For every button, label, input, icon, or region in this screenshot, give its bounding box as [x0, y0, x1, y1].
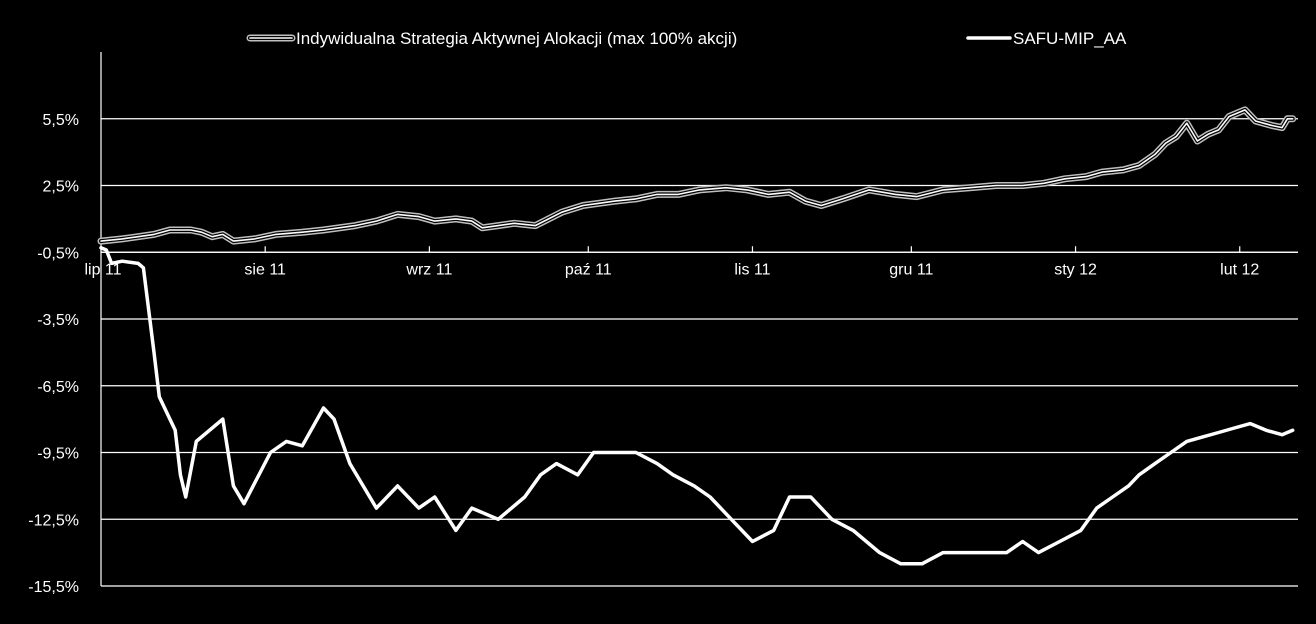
legend-label-1: Indywidualna Strategia Aktywnej Alokacji…	[296, 29, 737, 48]
axes	[100, 52, 1298, 586]
x-tick-label: sie 11	[244, 261, 286, 278]
y-tick-label: -15,5%	[28, 579, 79, 596]
legend-label-2: SAFU-MIP_AA	[1013, 29, 1127, 48]
plot-area	[97, 106, 1297, 566]
y-tick-labels: 5,5% 2,5% -0,5% -3,5% -6,5% -9,5% -12,5% -15,5%	[28, 112, 79, 596]
y-tick-label: 2,5%	[43, 179, 79, 196]
y-tick-label: -0,5%	[37, 245, 79, 262]
series-line-1-gap	[99, 107, 1295, 244]
x-tick-labels: lip 11 sie 11 wrz 11 paź 11 lis 11 gru 11 sty …	[84, 261, 1259, 278]
legend: Indywidualna Strategia Aktywnej Alokacji…	[246, 29, 1127, 48]
x-tick-label: paź 11	[565, 261, 612, 278]
y-tick-label: 5,5%	[43, 112, 79, 129]
x-tick-label: lut 12	[1220, 261, 1259, 278]
x-tick-label: wrz 11	[405, 261, 452, 278]
x-tick-label: lip 11	[84, 261, 121, 278]
x-tick-label: gru 11	[889, 261, 933, 278]
y-tick-label: -12,5%	[28, 512, 79, 529]
x-tick-label: lis 11	[734, 261, 770, 278]
y-tick-label: -6,5%	[37, 379, 79, 396]
x-tick-label: sty 12	[1054, 261, 1097, 278]
y-tick-label: -9,5%	[37, 446, 79, 463]
y-tick-label: -3,5%	[37, 312, 79, 329]
series-line-1	[100, 109, 1294, 242]
series-line-1-outline	[97, 106, 1297, 245]
series-line-2	[99, 246, 1295, 566]
